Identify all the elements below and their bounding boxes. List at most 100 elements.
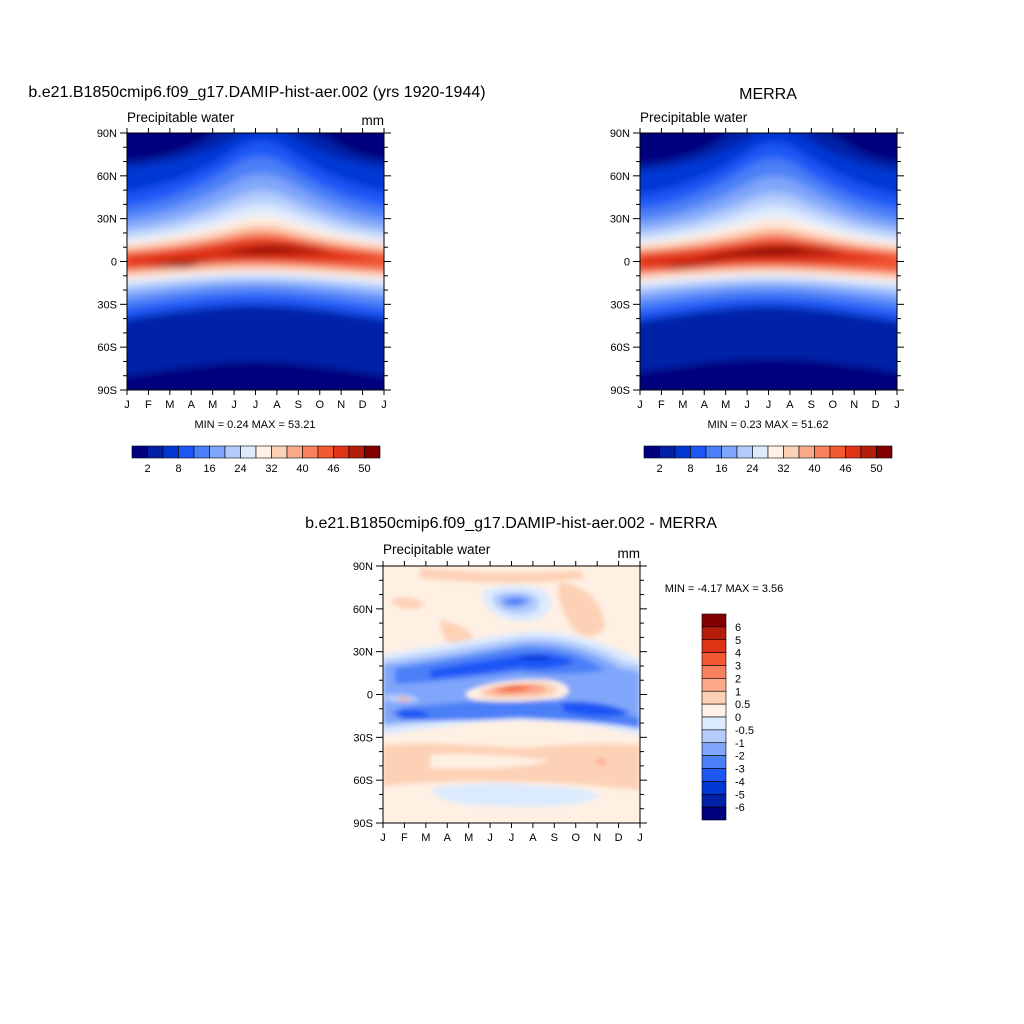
colorbar-swatch bbox=[659, 445, 676, 459]
colorbar-label: -3 bbox=[735, 764, 745, 776]
x-tick-label: A bbox=[444, 832, 452, 844]
x-tick-label: A bbox=[786, 399, 794, 411]
colorbar-swatch bbox=[162, 445, 179, 459]
colorbar-label: 8 bbox=[175, 463, 181, 475]
colorbar-label: 50 bbox=[358, 463, 370, 475]
y-tick-label: 60S bbox=[610, 342, 630, 354]
x-tick-label: J bbox=[231, 399, 237, 411]
x-tick-label: M bbox=[421, 832, 430, 844]
colorbar-swatch bbox=[876, 445, 893, 459]
colorbar-swatch bbox=[701, 716, 727, 731]
colorbar-swatch bbox=[224, 445, 241, 459]
y-tick-label: 90S bbox=[353, 818, 373, 830]
y-tick-label: 90S bbox=[610, 385, 630, 397]
x-tick-label: M bbox=[678, 399, 687, 411]
x-tick-label: N bbox=[850, 399, 858, 411]
colorbar-swatch bbox=[240, 445, 257, 459]
colorbar-label: -2 bbox=[735, 751, 745, 763]
x-tick-label: J bbox=[637, 399, 643, 411]
y-tick-label: 0 bbox=[111, 257, 117, 269]
panel-model-title: b.e21.B1850cmip6.f09_g17.DAMIP-hist-aer.… bbox=[28, 84, 485, 101]
x-tick-label: J bbox=[637, 832, 643, 844]
colorbar-swatch bbox=[798, 445, 815, 459]
colorbar-label: -1 bbox=[735, 738, 745, 750]
colorbar-swatch bbox=[701, 768, 727, 782]
colorbar-swatch bbox=[209, 445, 226, 459]
x-tick-label: J bbox=[509, 832, 515, 844]
panel-diff-stats: MIN = -4.17 MAX = 3.56 bbox=[665, 583, 784, 595]
x-tick-label: A bbox=[701, 399, 709, 411]
colorbar-swatch bbox=[721, 445, 738, 459]
colorbar-label: 32 bbox=[777, 463, 789, 475]
y-tick-label: 0 bbox=[624, 257, 630, 269]
y-tick-label: 0 bbox=[367, 690, 373, 702]
x-tick-label: N bbox=[337, 399, 345, 411]
colorbar-swatch bbox=[286, 445, 303, 459]
panel-obs-title: MERRA bbox=[739, 86, 797, 103]
panel-diff-subtitle: Precipitable water bbox=[383, 542, 491, 557]
y-tick-label: 90N bbox=[610, 128, 630, 140]
colorbar-swatch bbox=[767, 445, 784, 459]
colorbar-swatch bbox=[860, 445, 877, 459]
colorbar-swatch bbox=[701, 806, 727, 821]
colorbar-swatch bbox=[701, 613, 727, 628]
colorbar-label: 40 bbox=[808, 463, 820, 475]
x-tick-label: J bbox=[380, 832, 386, 844]
colorbar-swatch bbox=[364, 445, 381, 459]
colorbar-label: -4 bbox=[735, 776, 745, 788]
y-tick-label: 90N bbox=[353, 561, 373, 573]
x-tick-label: S bbox=[551, 832, 558, 844]
x-tick-label: D bbox=[615, 832, 623, 844]
panel-model: b.e21.B1850cmip6.f09_g17.DAMIP-hist-aer.… bbox=[28, 84, 485, 475]
colorbar-label: 0 bbox=[735, 712, 741, 724]
colorbar-label: 2 bbox=[656, 463, 662, 475]
panel-model-plot-area bbox=[127, 133, 384, 390]
colorbar-swatch bbox=[845, 445, 862, 459]
x-tick-label: A bbox=[529, 832, 537, 844]
colorbar-label: 50 bbox=[870, 463, 882, 475]
colorbar-swatch bbox=[674, 445, 691, 459]
y-tick-label: 30S bbox=[610, 299, 630, 311]
y-tick-label: 30N bbox=[353, 647, 373, 659]
colorbar-swatch bbox=[701, 755, 727, 769]
x-tick-label: M bbox=[464, 832, 473, 844]
colorbar-label: 2 bbox=[735, 673, 741, 685]
panel-obs-colorbar: 2 8 16 24 32 40 46 50 bbox=[643, 445, 893, 475]
x-tick-label: M bbox=[721, 399, 730, 411]
colorbar-swatch bbox=[701, 742, 727, 756]
colorbar-label: 1 bbox=[735, 686, 741, 698]
colorbar-label: 2 bbox=[144, 463, 150, 475]
colorbar-label: 24 bbox=[746, 463, 758, 475]
colorbar-label: 16 bbox=[203, 463, 215, 475]
colorbar-label: 5 bbox=[735, 635, 741, 647]
colorbar-label: 24 bbox=[234, 463, 246, 475]
y-tick-label: 30S bbox=[97, 299, 117, 311]
colorbar-swatch bbox=[705, 445, 722, 459]
panel-obs-stats: MIN = 0.23 MAX = 51.62 bbox=[707, 419, 828, 431]
colorbar-swatch bbox=[701, 781, 727, 795]
x-tick-label: J bbox=[381, 399, 387, 411]
colorbar-swatch bbox=[333, 445, 350, 459]
panel-model-stats: MIN = 0.24 MAX = 53.21 bbox=[194, 419, 315, 431]
colorbar-label: 40 bbox=[296, 463, 308, 475]
panel-diff-units: mm bbox=[618, 546, 641, 561]
x-tick-label: J bbox=[487, 832, 493, 844]
panel-diff: b.e21.B1850cmip6.f09_g17.DAMIP-hist-aer.… bbox=[305, 515, 783, 844]
panel-model-units: mm bbox=[362, 113, 385, 128]
panel-obs-plot-area bbox=[640, 133, 897, 390]
colorbar-label: -6 bbox=[735, 802, 745, 814]
colorbar-swatch bbox=[783, 445, 800, 459]
colorbar-swatch bbox=[701, 703, 727, 718]
y-tick-label: 30N bbox=[610, 214, 630, 226]
x-tick-label: F bbox=[401, 832, 408, 844]
colorbar-swatch bbox=[690, 445, 707, 459]
colorbar-swatch bbox=[178, 445, 195, 459]
panel-obs-subtitle: Precipitable water bbox=[640, 110, 748, 125]
colorbar-swatch bbox=[302, 445, 319, 459]
colorbar-swatch bbox=[193, 445, 210, 459]
colorbar-label: -0.5 bbox=[735, 725, 754, 737]
